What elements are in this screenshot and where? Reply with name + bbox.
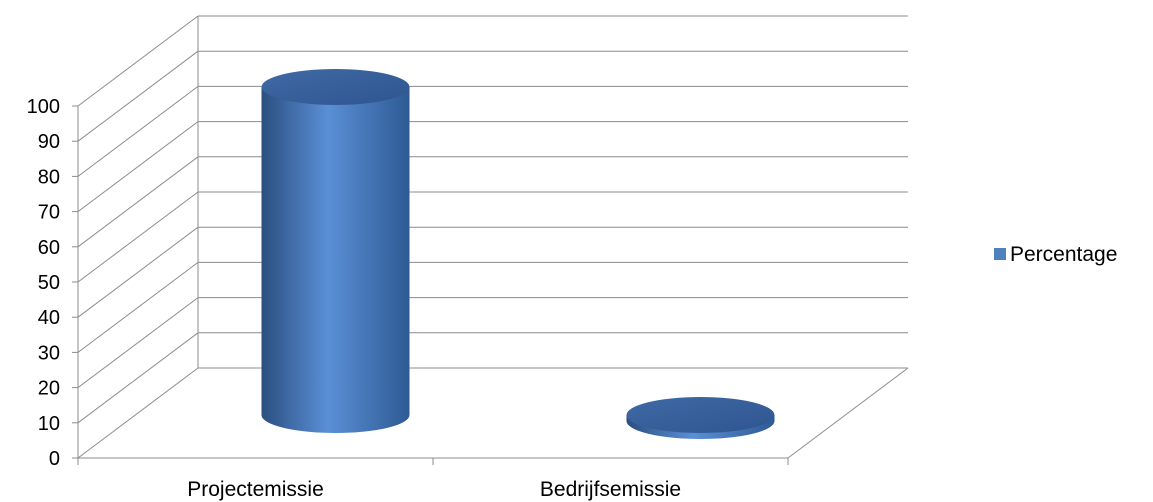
legend-swatch-percentage: [994, 248, 1006, 260]
category-label: Bedrijfsemissie: [540, 478, 681, 501]
y-tick-label: 100: [27, 96, 60, 118]
bar-body: [261, 87, 410, 433]
gridline-diag: [77, 332, 199, 424]
y-tick-label: 60: [38, 237, 60, 259]
y-tick-label: 30: [38, 342, 60, 364]
category-label: Projectemissie: [187, 478, 324, 501]
y-tick-label: 40: [38, 307, 60, 329]
bar-top: [626, 397, 775, 433]
floor-right-edge: [787, 367, 909, 459]
y-tick-label: 70: [38, 202, 60, 224]
bar-projectemissie: [261, 69, 410, 433]
category-labels: Projectemissie Bedrijfsemissie: [187, 478, 681, 501]
bar-top: [261, 69, 410, 105]
bar-bedrijfsemissie: [626, 397, 775, 439]
y-tick-labels: 0 10 20 30 40 50 60 70 80 90 100: [27, 96, 60, 470]
gridline-diag: [77, 50, 199, 142]
axes: [72, 16, 909, 465]
legend-label-percentage: Percentage: [1010, 243, 1117, 266]
gridline-diag: [77, 191, 199, 283]
gridline-diag: [77, 297, 199, 389]
gridline-diag: [77, 261, 199, 353]
y-tick-label: 90: [38, 131, 60, 153]
gridline-diag: [77, 121, 199, 213]
bars: [261, 69, 775, 439]
y-tick-label: 20: [38, 378, 60, 400]
y-tick-label: 10: [38, 413, 60, 435]
gridline-diag: [77, 156, 199, 248]
legend: Percentage: [994, 243, 1117, 266]
gridline-diag: [77, 86, 199, 177]
y-tick-label: 0: [49, 448, 60, 470]
gridlines: [77, 15, 908, 459]
gridline-diag: [77, 15, 199, 107]
y-tick-label: 80: [38, 166, 60, 188]
gridline-diag: [77, 367, 199, 459]
gridline-diag: [77, 226, 199, 318]
y-tick-label: 50: [38, 272, 60, 294]
